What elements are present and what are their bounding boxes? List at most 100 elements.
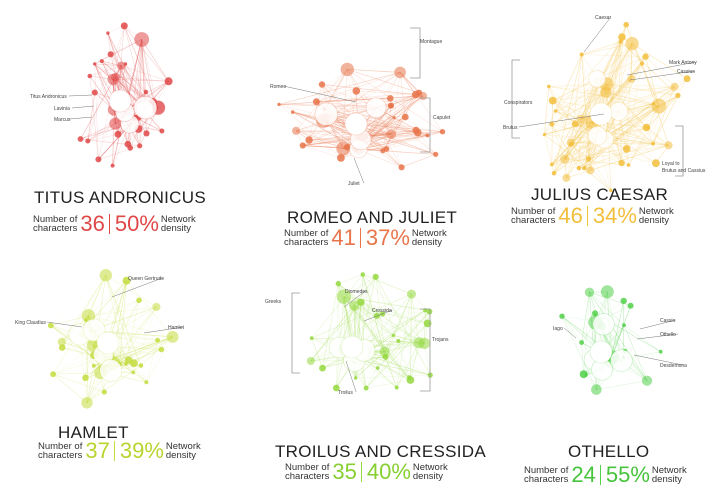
- network-edge: [385, 356, 411, 381]
- network-edge: [94, 63, 99, 160]
- character-node: [58, 344, 66, 351]
- network-edge: [561, 315, 597, 390]
- network-caesar: Caesar Mark Antony Cassius Brutus Conspirato…: [503, 15, 706, 193]
- network-density: 34%: [592, 203, 637, 228]
- network-edge: [551, 91, 607, 125]
- network-edge: [626, 86, 675, 150]
- network-edge: [581, 43, 633, 55]
- network-edge: [384, 293, 412, 352]
- network-edge: [581, 54, 589, 160]
- network-edge: [605, 91, 660, 107]
- network-edge: [570, 105, 660, 143]
- character-node: [155, 337, 161, 343]
- character-node: [77, 136, 84, 142]
- character-node: [143, 130, 150, 137]
- network-edge: [347, 69, 428, 136]
- group-bracket: [420, 97, 431, 153]
- network-edge: [578, 118, 582, 169]
- label-leader-line: [283, 85, 357, 103]
- network-edge: [618, 41, 622, 112]
- network-edge: [393, 72, 401, 119]
- network-edge: [353, 305, 428, 324]
- network-edge: [361, 116, 406, 137]
- character-node: [379, 346, 390, 357]
- character-node: [124, 140, 132, 148]
- network-edge: [325, 113, 428, 136]
- character-label: Romeo: [270, 84, 286, 90]
- network-edge: [360, 302, 428, 324]
- network-edge: [311, 337, 323, 369]
- network-edge: [604, 95, 679, 140]
- network-annotations: Caesar Mark Antony Cassius Brutus Conspirato…: [503, 15, 706, 177]
- character-node: [91, 89, 98, 96]
- network-edge: [80, 123, 116, 140]
- character-node: [586, 166, 595, 175]
- network-edge: [360, 302, 411, 381]
- network-annotations: Titus Andronicus Lavinia Marcus: [30, 94, 95, 123]
- network-edge: [52, 373, 105, 393]
- character-node: [625, 36, 639, 51]
- network-edge: [79, 334, 88, 403]
- characters-label: Number of characters: [38, 440, 83, 461]
- network-edge: [295, 130, 361, 140]
- network-edge: [384, 351, 431, 376]
- network-edge: [548, 86, 612, 191]
- network-edge: [620, 41, 679, 96]
- network-edge: [628, 86, 675, 166]
- network-edge: [336, 283, 339, 389]
- network-edge: [552, 92, 606, 101]
- character-node: [582, 166, 587, 171]
- character-label: Desdemona: [660, 363, 687, 369]
- network-edge: [581, 342, 584, 375]
- network-edge: [107, 32, 146, 109]
- character-label: Troilus: [338, 390, 353, 396]
- network-edge: [581, 54, 646, 57]
- character-node: [392, 116, 396, 120]
- network-edge: [628, 127, 649, 166]
- label-leader-line: [639, 319, 676, 330]
- network-edge: [553, 123, 576, 174]
- character-node: [144, 380, 149, 385]
- character-node: [651, 141, 655, 146]
- character-node: [651, 98, 667, 114]
- character-node: [383, 146, 390, 152]
- network-edge: [359, 92, 420, 132]
- network-edge: [382, 92, 420, 152]
- character-label: Iago: [553, 326, 563, 332]
- network-annotations: Romeo Juliet Montague Capulet: [270, 27, 451, 187]
- network-edge: [112, 306, 157, 363]
- character-node: [164, 77, 173, 86]
- network-edge: [382, 105, 392, 152]
- label-leader-line: [46, 321, 83, 328]
- character-node: [396, 339, 401, 343]
- network-edge: [52, 345, 94, 375]
- network-edge: [581, 54, 591, 171]
- network-edge: [50, 325, 95, 366]
- character-node: [133, 95, 158, 120]
- network-edge: [564, 148, 628, 160]
- character-node: [81, 309, 96, 323]
- network-edge: [338, 274, 364, 284]
- character-node: [426, 308, 433, 315]
- network-edge: [94, 54, 111, 65]
- network-edge: [325, 113, 417, 131]
- character-node: [553, 109, 558, 113]
- network-edge: [618, 86, 675, 112]
- network-edge: [548, 86, 607, 93]
- network-edge: [589, 291, 648, 382]
- network-edge: [324, 108, 419, 133]
- character-node: [585, 156, 592, 162]
- network-edge: [360, 95, 424, 140]
- play-title: JULIUS CAESAR: [531, 185, 669, 204]
- character-node: [360, 272, 366, 277]
- network-edge: [52, 373, 88, 404]
- network-edge: [107, 32, 112, 55]
- character-node: [579, 52, 584, 57]
- network-edge: [119, 306, 157, 365]
- network-edge: [88, 315, 173, 338]
- network-edge: [278, 72, 401, 105]
- character-label: Hamlet: [168, 325, 184, 331]
- character-node: [375, 366, 380, 370]
- character-node: [609, 101, 629, 121]
- character-node: [101, 389, 107, 395]
